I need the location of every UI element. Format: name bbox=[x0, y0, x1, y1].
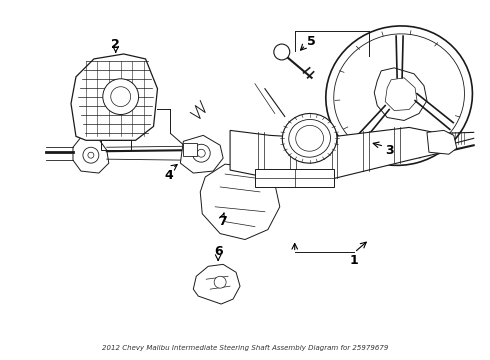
Text: 4: 4 bbox=[164, 168, 173, 181]
Polygon shape bbox=[180, 135, 223, 173]
Ellipse shape bbox=[334, 34, 465, 157]
Text: 1: 1 bbox=[350, 254, 359, 267]
Polygon shape bbox=[183, 143, 197, 156]
Text: 2012 Chevy Malibu Intermediate Steering Shaft Assembly Diagram for 25979679: 2012 Chevy Malibu Intermediate Steering … bbox=[102, 345, 388, 351]
Text: 5: 5 bbox=[307, 35, 316, 48]
Ellipse shape bbox=[296, 125, 323, 151]
Circle shape bbox=[103, 79, 139, 114]
Text: 2: 2 bbox=[111, 37, 120, 50]
Polygon shape bbox=[200, 164, 280, 239]
Circle shape bbox=[197, 149, 205, 157]
Circle shape bbox=[192, 144, 210, 162]
Circle shape bbox=[274, 44, 290, 60]
Circle shape bbox=[214, 276, 226, 288]
Text: 3: 3 bbox=[385, 144, 393, 157]
Text: 6: 6 bbox=[214, 245, 222, 258]
Polygon shape bbox=[427, 130, 457, 154]
Polygon shape bbox=[374, 68, 427, 121]
Circle shape bbox=[111, 87, 131, 107]
Polygon shape bbox=[230, 127, 439, 182]
Polygon shape bbox=[193, 264, 240, 304]
Circle shape bbox=[88, 152, 94, 158]
Circle shape bbox=[83, 147, 99, 163]
Ellipse shape bbox=[289, 120, 330, 157]
Ellipse shape bbox=[282, 113, 337, 163]
Polygon shape bbox=[71, 54, 157, 140]
Polygon shape bbox=[73, 137, 109, 173]
Text: 7: 7 bbox=[218, 215, 226, 228]
Ellipse shape bbox=[326, 26, 472, 165]
Polygon shape bbox=[255, 169, 335, 187]
